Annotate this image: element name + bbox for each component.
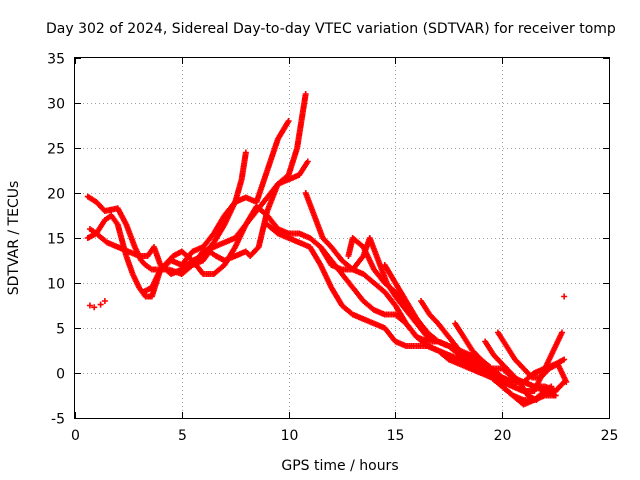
y-tick-label: 30 (47, 97, 65, 113)
x-tick-label: 0 (71, 428, 80, 444)
x-tick-labels: 0 5 10 15 20 25 (71, 428, 618, 444)
grid-lines (75, 58, 609, 418)
y-tick-label: 20 (47, 187, 65, 203)
y-axis-label: SDTVAR / TECUs (6, 181, 22, 296)
x-tick-label: 15 (387, 428, 405, 444)
y-tick-labels: -5 0 5 10 15 20 25 30 35 (47, 52, 65, 428)
data-point (548, 383, 555, 390)
data-point (91, 304, 98, 311)
data-point (302, 91, 309, 97)
data-point (563, 379, 570, 385)
data-point (101, 298, 108, 304)
x-tick-label: 20 (494, 428, 512, 444)
chart-title: Day 302 of 2024, Sidereal Day-to-day VTE… (46, 21, 616, 37)
y-tick-label: 5 (56, 322, 65, 338)
y-tick-label: 15 (47, 232, 65, 248)
data-point (552, 388, 559, 394)
y-tick-label: 0 (56, 367, 65, 383)
y-tick-label: 35 (47, 52, 65, 68)
x-axis-label: GPS time / hours (281, 458, 398, 474)
y-tick-label: 25 (47, 142, 65, 158)
plot-frame (74, 57, 610, 419)
data-point (285, 118, 292, 124)
data-points (84, 91, 570, 408)
data-point (97, 301, 104, 308)
data-point (531, 388, 538, 394)
y-tick-label: 10 (47, 277, 65, 293)
y-tick-label: -5 (51, 412, 65, 428)
data-point (561, 293, 568, 300)
axis-ticks (75, 58, 610, 419)
x-tick-label: 10 (281, 428, 299, 444)
x-tick-label: 25 (601, 428, 619, 444)
x-tick-label: 5 (178, 428, 187, 444)
data-point (242, 149, 249, 156)
data-point (559, 329, 566, 336)
data-point (86, 302, 93, 309)
data-point (304, 158, 311, 165)
data-point (561, 356, 568, 363)
